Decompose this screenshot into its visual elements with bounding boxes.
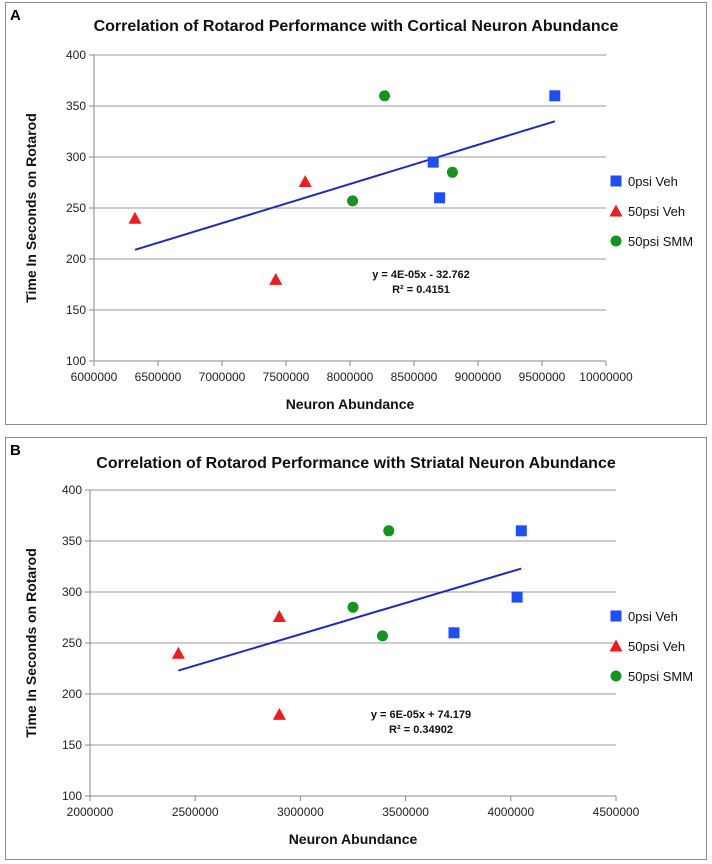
data-point-triangle: [272, 609, 286, 622]
trendline-r-squared: R² = 0.4151: [392, 284, 450, 296]
data-point-circle: [383, 525, 395, 537]
data-point-square: [511, 591, 523, 603]
x-tick-label: 3500000: [382, 805, 429, 819]
y-tick-label: 250: [66, 201, 86, 215]
y-axis-label: Time In Seconds on Rotarod: [23, 113, 39, 303]
y-tick-label: 200: [66, 252, 86, 266]
trendline-equation: y = 6E-05x + 74.179: [371, 709, 471, 721]
y-tick-label: 300: [66, 150, 86, 164]
data-point-triangle: [298, 174, 312, 187]
x-tick-label: 8000000: [327, 370, 374, 384]
y-tick-label: 150: [62, 738, 82, 752]
legend-label: 50psi SMM: [628, 669, 693, 684]
x-tick-label: 2000000: [67, 805, 114, 819]
chart-title: Correlation of Rotarod Performance with …: [96, 455, 616, 472]
data-point-square: [448, 627, 460, 639]
data-point-square: [515, 525, 527, 537]
x-axis-label: Neuron Abundance: [286, 396, 415, 412]
legend-label: 0psi Veh: [628, 609, 678, 624]
trendline: [178, 567, 522, 672]
panel-a: A Correlation of Rotarod Performance wit…: [5, 2, 707, 425]
y-tick-label: 250: [62, 636, 82, 650]
data-point-circle: [379, 90, 391, 102]
data-point-square: [427, 156, 439, 168]
x-tick-label: 7500000: [263, 370, 310, 384]
legend-label: 0psi Veh: [628, 174, 678, 189]
chart-title: Correlation of Rotarod Performance with …: [94, 18, 619, 35]
legend-marker-circle: [610, 235, 622, 247]
x-tick-label: 4000000: [487, 805, 534, 819]
panel-b: B Correlation of Rotarod Performance wit…: [5, 437, 707, 860]
legend-marker-circle: [610, 670, 622, 682]
legend-marker-square: [610, 610, 622, 622]
data-point-triangle: [171, 646, 185, 659]
x-tick-label: 10000000: [579, 370, 633, 384]
y-tick-label: 300: [62, 585, 82, 599]
legend-marker-triangle: [609, 204, 623, 217]
data-point-square: [549, 90, 561, 102]
x-tick-label: 8500000: [391, 370, 438, 384]
legend-marker-triangle: [609, 639, 623, 652]
y-tick-label: 400: [66, 48, 86, 62]
x-tick-label: 4500000: [593, 805, 640, 819]
data-point-square: [434, 192, 446, 204]
data-point-triangle: [128, 211, 142, 224]
x-tick-label: 6000000: [71, 370, 118, 384]
legend-marker-square: [610, 175, 622, 187]
data-point-circle: [347, 195, 359, 207]
trendline-equation: y = 4E-05x - 32.762: [372, 269, 470, 281]
x-tick-label: 2500000: [172, 805, 219, 819]
legend-label: 50psi Veh: [628, 639, 685, 654]
y-tick-label: 100: [66, 354, 86, 368]
x-axis-label: Neuron Abundance: [289, 831, 418, 847]
trendline: [134, 120, 556, 251]
x-tick-label: 7000000: [199, 370, 246, 384]
y-tick-label: 400: [62, 483, 82, 497]
y-tick-label: 100: [62, 789, 82, 803]
trendline-r-squared: R² = 0.34902: [389, 724, 453, 736]
data-point-triangle: [269, 272, 283, 285]
y-tick-label: 350: [66, 99, 86, 113]
data-point-triangle: [272, 707, 286, 720]
panel-label: A: [10, 7, 21, 24]
data-point-circle: [446, 166, 458, 178]
chart-striatal: Correlation of Rotarod Performance with …: [23, 455, 693, 847]
x-tick-label: 9000000: [455, 370, 502, 384]
data-point-circle: [376, 630, 388, 642]
data-point-circle: [347, 601, 359, 613]
y-tick-label: 350: [62, 534, 82, 548]
chart-cortical: Correlation of Rotarod Performance with …: [23, 18, 693, 412]
x-tick-label: 9500000: [519, 370, 566, 384]
y-axis-label: Time In Seconds on Rotarod: [23, 548, 39, 738]
x-tick-label: 3000000: [277, 805, 324, 819]
legend-label: 50psi SMM: [628, 234, 693, 249]
panel-label: B: [10, 442, 21, 459]
legend-label: 50psi Veh: [628, 204, 685, 219]
y-tick-label: 150: [66, 303, 86, 317]
y-tick-label: 200: [62, 687, 82, 701]
x-tick-label: 6500000: [135, 370, 182, 384]
